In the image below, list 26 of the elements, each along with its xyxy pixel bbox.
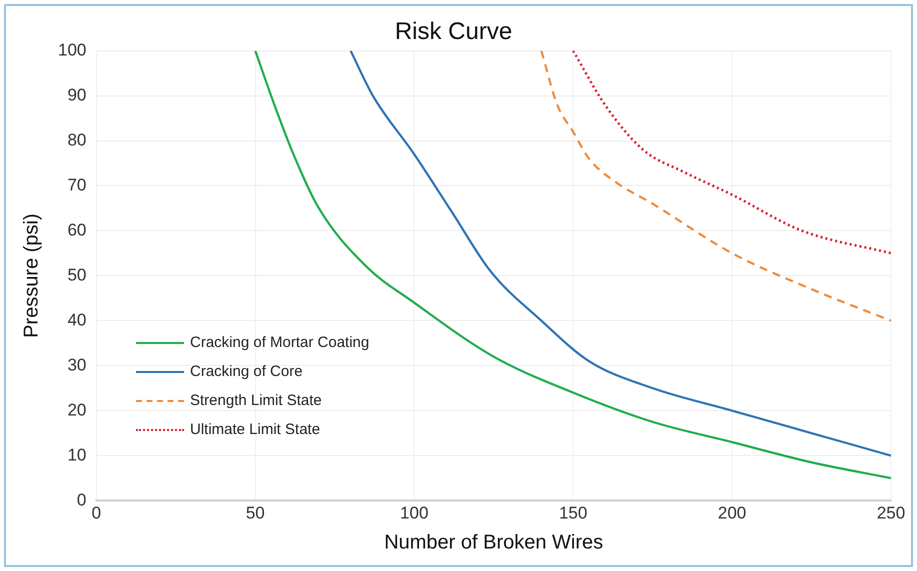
x-tick-label: 150 (558, 503, 588, 522)
y-tick-label: 20 (67, 400, 86, 420)
x-tick-label: 100 (400, 503, 428, 522)
y-tick-label: 60 (67, 220, 86, 240)
x-tick-label: 0 (92, 503, 102, 522)
legend-label: Ultimate Limit State (190, 421, 320, 438)
x-tick-label: 50 (246, 503, 265, 522)
x-tick-label: 250 (876, 503, 906, 522)
y-tick-label: 30 (67, 355, 86, 374)
y-tick-label: 100 (58, 40, 86, 60)
y-tick-label: 50 (67, 265, 86, 284)
y-tick-label: 0 (76, 490, 86, 510)
x-tick-label: 200 (718, 503, 746, 522)
line-series (572, 50, 891, 254)
y-tick-label: 90 (67, 85, 86, 104)
line-series (540, 50, 891, 322)
legend-label: Strength Limit State (190, 392, 322, 409)
y-tick-label: 40 (67, 310, 86, 330)
y-tick-label: 70 (67, 175, 86, 194)
x-axis-title: Number of Broken Wires (384, 532, 604, 554)
chart-title: Risk Curve (394, 18, 512, 46)
legend-label: Cracking of Mortar Coating (190, 334, 370, 351)
legend-label: Cracking of Core (190, 363, 303, 380)
y-tick-label: 80 (67, 130, 86, 150)
y-tick-label: 10 (67, 445, 86, 464)
y-axis-title: Pressure (psi) (20, 213, 43, 338)
